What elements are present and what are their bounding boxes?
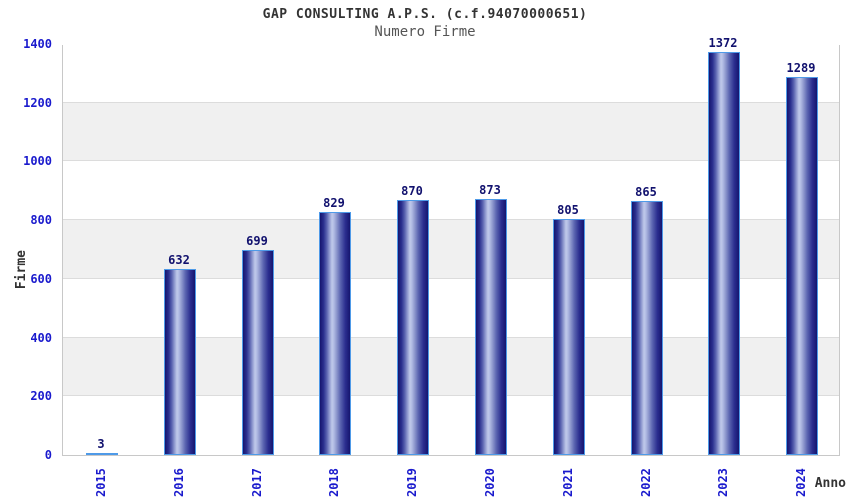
- bar: [164, 269, 196, 455]
- bar: [631, 201, 663, 455]
- bar: [86, 453, 118, 455]
- y-tick-label: 1000: [23, 154, 52, 169]
- y-tick-label: 800: [30, 213, 52, 228]
- gridline: [63, 101, 839, 103]
- bar: [553, 219, 585, 455]
- x-tick-label: 2022: [639, 468, 653, 497]
- x-tick-label: 2018: [327, 468, 341, 497]
- gridline: [63, 160, 839, 162]
- bar-value-label: 873: [479, 183, 501, 197]
- gridline: [63, 336, 839, 338]
- bar-value-label: 1372: [708, 36, 738, 50]
- bar-value-label: 699: [246, 234, 268, 248]
- bar: [786, 77, 818, 455]
- plot-area: [62, 44, 840, 456]
- chart-subtitle: Numero Firme: [374, 24, 476, 40]
- chart-title: GAP CONSULTING A.P.S. (c.f.94070000651): [262, 7, 588, 22]
- y-tick-label: 400: [30, 330, 52, 345]
- gridline: [63, 219, 839, 221]
- x-tick-label: 2020: [483, 468, 497, 497]
- x-tick-label: 2019: [405, 468, 419, 497]
- x-tick-label: 2023: [716, 468, 730, 497]
- x-axis-label: Anno: [814, 476, 846, 491]
- bar: [708, 52, 740, 455]
- bar-value-label: 829: [323, 196, 345, 210]
- y-tick-label: 1400: [23, 37, 52, 51]
- gridline: [63, 277, 839, 279]
- bar-value-label: 805: [557, 203, 579, 217]
- bar: [475, 199, 507, 455]
- bar-value-label: 1289: [786, 61, 816, 75]
- y-tick-label: 0: [44, 448, 52, 462]
- x-tick-label: 2016: [172, 468, 186, 497]
- bar: [319, 212, 351, 455]
- y-tick-label: 200: [30, 389, 52, 404]
- bar-value-label: 865: [635, 185, 657, 199]
- x-tick-label: 2017: [250, 468, 264, 497]
- bar-value-label: 632: [168, 253, 190, 267]
- bar-value-label: 3: [97, 437, 105, 451]
- bar-value-label: 870: [401, 184, 423, 198]
- x-tick-label: 2024: [794, 468, 808, 497]
- y-tick-label: 1200: [23, 95, 52, 110]
- y-tick-label: 600: [30, 271, 52, 286]
- x-tick-label: 2015: [94, 468, 108, 497]
- x-tick-label: 2021: [561, 468, 575, 497]
- gridline: [63, 395, 839, 397]
- bar: [242, 250, 274, 455]
- bar: [397, 200, 429, 455]
